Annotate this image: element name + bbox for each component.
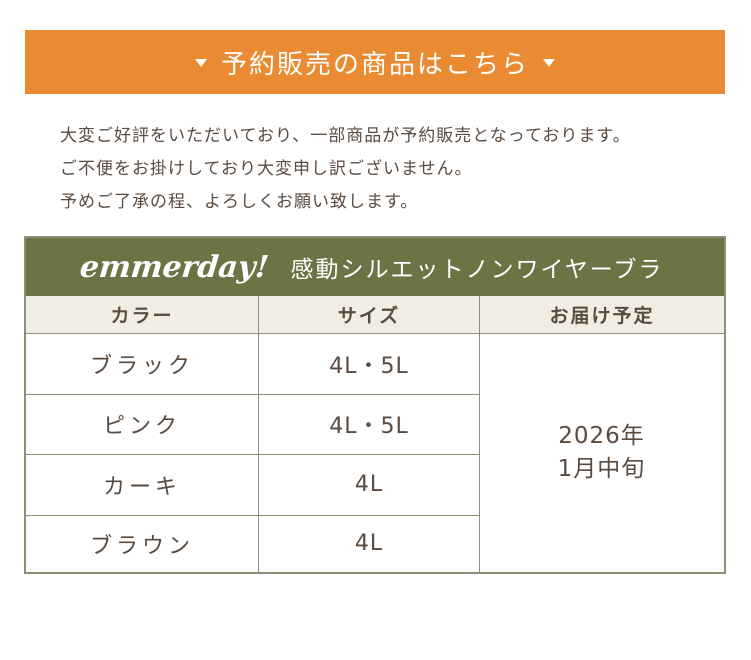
column-header-color: カラー bbox=[26, 296, 258, 334]
table-cell-color: ブラック bbox=[89, 354, 194, 379]
triangle-down-icon bbox=[543, 59, 555, 67]
delivery-date: 2026年 1月中旬 bbox=[479, 334, 724, 572]
delivery-year: 2026年 bbox=[558, 423, 645, 449]
table-cell-size: 4L bbox=[354, 472, 384, 497]
table-grid: カラー サイズ お届け予定 ブラック 4L・5L ピンク 4L・5L カーキ 4… bbox=[26, 296, 724, 572]
table-cell-size: 4L bbox=[354, 531, 384, 556]
divider bbox=[26, 454, 479, 455]
table-cell-size: 4L・5L bbox=[329, 354, 409, 379]
column-header-size: サイズ bbox=[259, 296, 479, 334]
divider bbox=[479, 296, 480, 572]
divider bbox=[26, 515, 479, 516]
notice-line: 予めご了承の程、よろしくお願い致します。 bbox=[60, 192, 419, 212]
table-cell-size: 4L・5L bbox=[329, 414, 409, 439]
column-header-delivery: お届け予定 bbox=[480, 296, 724, 334]
table-cell-color: ピンク bbox=[102, 414, 181, 439]
banner-title: 予約販売の商品はこちら bbox=[220, 49, 529, 80]
notice-line: ご不便をお掛けしており大変申し訳ございません。 bbox=[60, 159, 473, 179]
divider bbox=[258, 296, 259, 572]
reservation-banner[interactable]: 予約販売の商品はこちら bbox=[25, 30, 725, 94]
divider bbox=[26, 394, 479, 395]
table-header: emmerday! 感動シルエットノンワイヤーブラ bbox=[26, 238, 724, 296]
table-cell-color: カーキ bbox=[102, 474, 181, 500]
product-name: 感動シルエットノンワイヤーブラ bbox=[290, 257, 664, 283]
notice-text: 大変ご好評をいただいており、一部商品が予約販売となっております。 ご不便をお掛け… bbox=[60, 120, 720, 219]
brand-logo: emmerday! bbox=[78, 249, 271, 285]
delivery-month: 1月中旬 bbox=[557, 456, 646, 482]
triangle-down-icon bbox=[194, 59, 207, 67]
table-cell-color: ブラウン bbox=[89, 533, 194, 559]
reservation-table: emmerday! 感動シルエットノンワイヤーブラ カラー サイズ お届け予定 … bbox=[24, 236, 726, 574]
notice-line: 大変ご好評をいただいており、一部商品が予約販売となっております。 bbox=[60, 126, 631, 146]
